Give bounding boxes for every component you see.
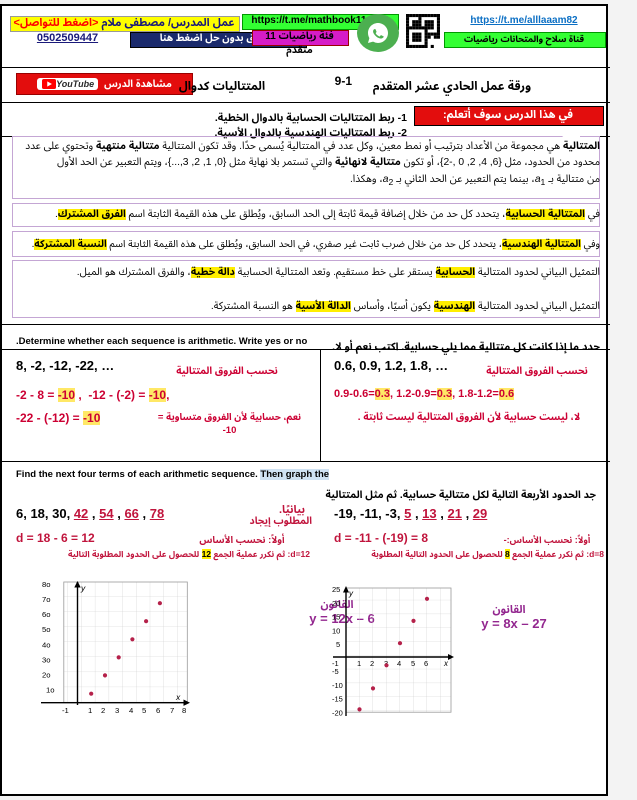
svg-text:3o: 3o [42,656,51,665]
svg-text:20: 20 [332,599,340,608]
svg-text:1: 1 [357,659,361,668]
svg-text:1o: 1o [46,686,55,695]
svg-text:10: 10 [332,626,340,635]
svg-text:5: 5 [336,640,340,649]
svg-text:2: 2 [101,706,105,715]
svg-text:4: 4 [129,706,134,715]
svg-text:-15: -15 [332,695,343,704]
svg-text:y: y [80,583,86,593]
svg-text:-20: -20 [332,708,343,717]
svg-text:25: 25 [332,586,340,594]
svg-text:-1: -1 [332,659,339,668]
svg-text:-1: -1 [62,706,69,715]
svg-text:-10: -10 [332,681,343,690]
svg-text:8o: 8o [42,581,51,589]
svg-text:2o: 2o [42,671,51,680]
svg-text:15: 15 [332,613,340,622]
svg-text:3: 3 [115,706,119,715]
svg-text:5: 5 [411,659,415,668]
svg-text:6o: 6o [42,610,51,619]
svg-text:7o: 7o [42,595,51,604]
svg-text:-5: -5 [332,667,339,676]
svg-text:5: 5 [142,706,146,715]
svg-text:4o: 4o [42,641,51,650]
svg-text:x: x [175,692,181,702]
svg-text:7: 7 [170,706,174,715]
svg-text:6: 6 [424,659,428,668]
svg-text:1: 1 [88,706,92,715]
svg-text:6: 6 [156,706,160,715]
svg-text:8: 8 [182,706,186,715]
svg-text:2: 2 [370,659,374,668]
svg-text:4: 4 [397,659,401,668]
svg-text:5o: 5o [42,625,51,634]
